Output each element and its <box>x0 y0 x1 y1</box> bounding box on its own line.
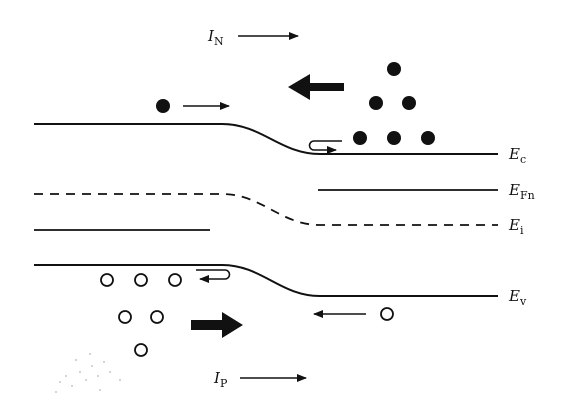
hole-current-label: IP <box>213 369 228 390</box>
electron-current-label: IN <box>207 27 224 48</box>
hole <box>168 273 182 287</box>
hole <box>118 310 132 324</box>
intrinsic-level-label: Ei <box>508 216 524 237</box>
hole <box>100 273 114 287</box>
hole-reflection-arrow <box>196 269 231 283</box>
hole <box>134 343 148 357</box>
hole-diffusion-arrow <box>191 312 243 338</box>
electron <box>387 62 401 76</box>
valence-band-label: Ev <box>508 287 527 308</box>
conduction-band-label: Ec <box>508 145 526 166</box>
holes <box>100 273 394 357</box>
electron <box>369 96 383 110</box>
electron-reflection-arrow <box>308 140 342 154</box>
valence-band-edge <box>34 264 498 297</box>
electron <box>156 99 170 113</box>
scan-noise <box>55 353 121 393</box>
electron <box>387 131 401 145</box>
hole <box>150 310 164 324</box>
intrinsic-level-line <box>34 193 498 226</box>
hole <box>380 307 394 321</box>
electron-diffusion-arrow <box>288 74 344 100</box>
quasi-fermi-level-label: EFn <box>508 181 535 202</box>
conduction-band-edge <box>34 123 498 155</box>
electron <box>421 131 435 145</box>
hole <box>134 273 148 287</box>
electrons <box>156 62 435 145</box>
electron <box>402 96 416 110</box>
electron <box>353 131 367 145</box>
